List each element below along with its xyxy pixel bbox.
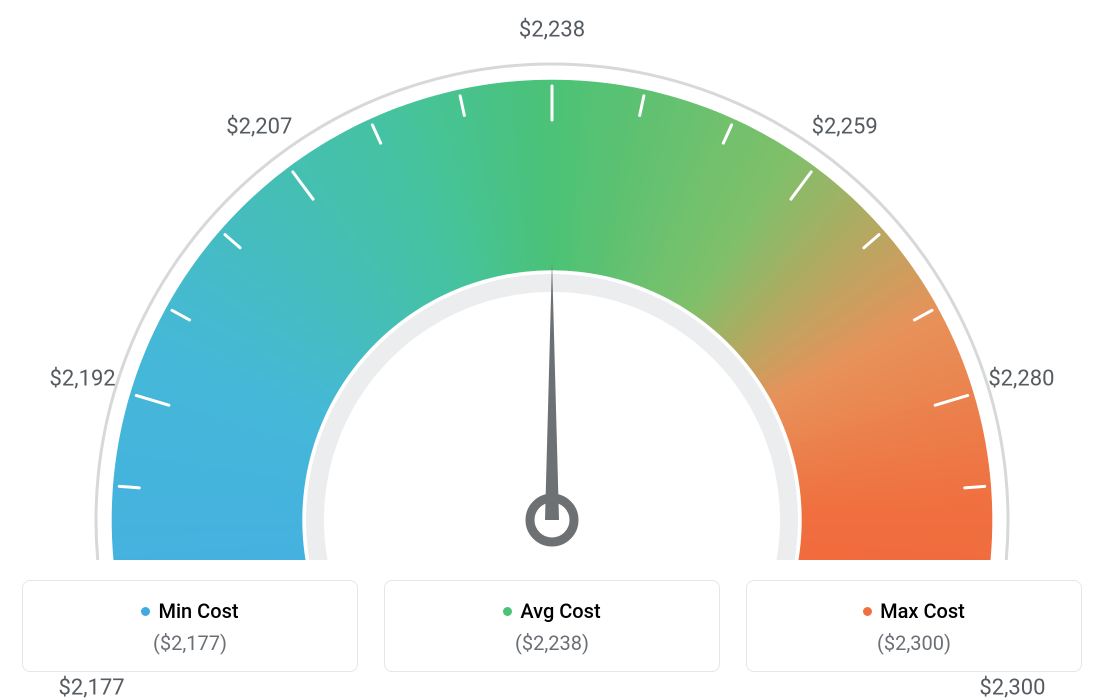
legend-title-min: Min Cost <box>141 599 238 623</box>
gauge-svg <box>22 20 1082 560</box>
legend-title-min-text: Min Cost <box>158 599 238 623</box>
legend-value-min: ($2,177) <box>33 631 347 655</box>
legend-row: Min Cost ($2,177) Avg Cost ($2,238) Max … <box>22 580 1082 672</box>
gauge-tick-label: $2,238 <box>519 18 585 43</box>
gauge-tick-label: $2,177 <box>58 675 124 700</box>
legend-value-avg: ($2,238) <box>395 631 709 655</box>
gauge-tick-label: $2,280 <box>988 367 1054 392</box>
gauge-tick-label: $2,259 <box>812 114 878 139</box>
gauge-tick-label: $2,207 <box>226 114 292 139</box>
cost-gauge: $2,177$2,192$2,207$2,238$2,259$2,280$2,3… <box>22 20 1082 560</box>
legend-card-avg: Avg Cost ($2,238) <box>384 580 720 672</box>
gauge-tick-label: $2,192 <box>50 367 116 392</box>
legend-card-max: Max Cost ($2,300) <box>746 580 1082 672</box>
legend-value-max: ($2,300) <box>757 631 1071 655</box>
legend-title-avg: Avg Cost <box>503 599 600 623</box>
gauge-tick-label: $2,300 <box>979 675 1045 700</box>
legend-card-min: Min Cost ($2,177) <box>22 580 358 672</box>
legend-title-avg-text: Avg Cost <box>520 599 600 623</box>
legend-title-max-text: Max Cost <box>880 599 965 623</box>
legend-title-max: Max Cost <box>863 599 965 623</box>
